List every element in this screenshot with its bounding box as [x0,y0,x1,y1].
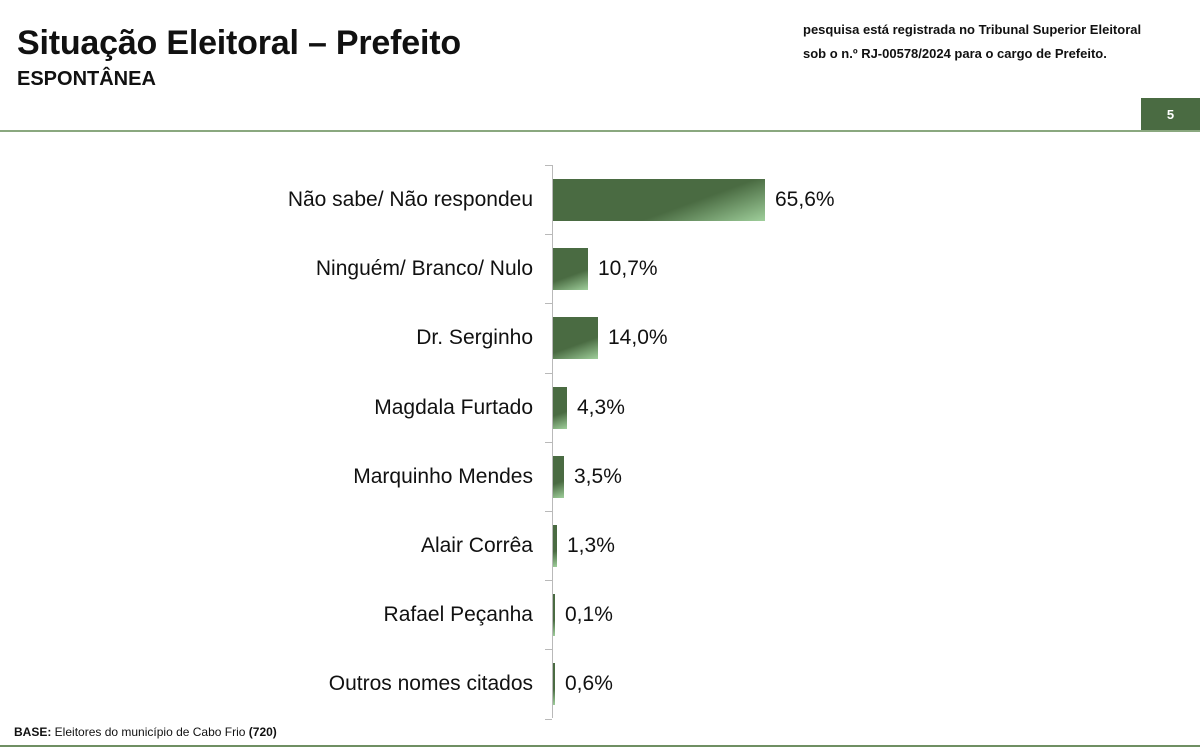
bar [553,456,564,498]
category-label: Outros nomes citados [328,672,533,695]
value-label: 4,3% [577,396,625,419]
bar-row: Ninguém/ Branco/ Nulo 10,7% [0,248,1200,290]
axis-tick [545,580,552,581]
axis-tick [545,165,552,166]
value-label: 14,0% [608,326,668,349]
value-label: 0,6% [565,672,613,695]
header-divider [0,130,1200,132]
bar-row: Dr. Serginho 14,0% [0,317,1200,359]
category-label: Marquinho Mendes [353,465,533,488]
axis-tick [545,719,552,720]
category-label: Magdala Furtado [374,396,533,419]
base-text: Eleitores do município de Cabo Frio [51,725,249,739]
bar [553,387,567,429]
base-footnote: BASE: Eleitores do município de Cabo Fri… [14,725,277,739]
value-label: 0,1% [565,603,613,626]
bar-row: Outros nomes citados 0,6% [0,663,1200,705]
footer-divider [0,745,1200,747]
value-label: 1,3% [567,534,615,557]
axis-tick [545,373,552,374]
bar [553,663,555,705]
registration-note-line1: pesquisa está registrada no Tribunal Sup… [803,22,1142,37]
bar-row: Marquinho Mendes 3,5% [0,456,1200,498]
bar [553,248,588,290]
bar [553,317,598,359]
category-label: Rafael Peçanha [383,603,533,626]
bar-row: Alair Corrêa 1,3% [0,525,1200,567]
axis-tick [545,303,552,304]
category-label: Ninguém/ Branco/ Nulo [315,257,533,280]
base-label: BASE: [14,725,52,739]
axis-tick [545,511,552,512]
value-label: 3,5% [574,465,622,488]
value-label: 10,7% [598,257,658,280]
axis-tick [545,234,552,235]
category-label: Dr. Serginho [416,326,533,349]
value-label: 65,6% [775,188,835,211]
page-number-badge: 5 [1141,98,1200,130]
bar-row: Não sabe/ Não respondeu 65,6% [0,179,1200,221]
registration-note: pesquisa está registrada no Tribunal Sup… [803,6,1148,66]
page-subtitle: ESPONTÂNEA [17,68,156,90]
registration-note-line2: sob o n.º RJ-00578/2024 para o cargo de … [803,46,1107,61]
category-axis [552,165,553,718]
bar-row: Rafael Peçanha 0,1% [0,594,1200,636]
page-title: Situação Eleitoral – Prefeito [17,24,461,62]
bar [553,525,557,567]
category-label: Não sabe/ Não respondeu [287,188,533,211]
base-count: (720) [248,725,277,739]
bar [553,179,765,221]
axis-tick [545,649,552,650]
bar-row: Magdala Furtado 4,3% [0,387,1200,429]
bar [553,594,555,636]
category-label: Alair Corrêa [420,534,533,557]
axis-tick [545,442,552,443]
